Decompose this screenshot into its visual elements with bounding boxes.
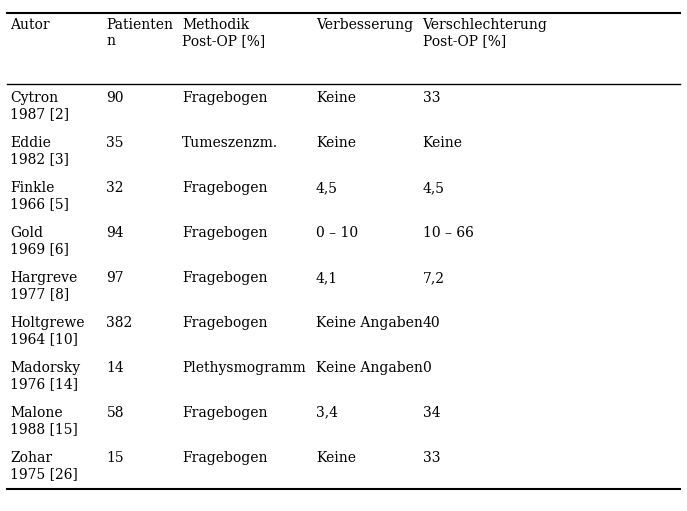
- Text: 382: 382: [106, 316, 133, 330]
- Text: Finkle
1966 [5]: Finkle 1966 [5]: [10, 181, 69, 211]
- Text: Keine Angaben: Keine Angaben: [316, 361, 423, 375]
- Text: 7,2: 7,2: [423, 271, 444, 285]
- Text: 0 – 10: 0 – 10: [316, 226, 358, 240]
- Text: Holtgrewe
1964 [10]: Holtgrewe 1964 [10]: [10, 316, 85, 346]
- Text: 4,5: 4,5: [316, 181, 338, 195]
- Text: Fragebogen: Fragebogen: [182, 91, 267, 105]
- Text: Hargreve
1977 [8]: Hargreve 1977 [8]: [10, 271, 78, 301]
- Text: 40: 40: [423, 316, 440, 330]
- Text: Malone
1988 [15]: Malone 1988 [15]: [10, 406, 78, 436]
- Text: Fragebogen: Fragebogen: [182, 451, 267, 464]
- Text: 14: 14: [106, 361, 124, 375]
- Text: 4,5: 4,5: [423, 181, 444, 195]
- Text: 10 – 66: 10 – 66: [423, 226, 473, 240]
- Text: 34: 34: [423, 406, 440, 420]
- Text: Fragebogen: Fragebogen: [182, 226, 267, 240]
- Text: Keine Angaben: Keine Angaben: [316, 316, 423, 330]
- Text: Verbesserung: Verbesserung: [316, 18, 413, 32]
- Text: 97: 97: [106, 271, 124, 285]
- Text: 15: 15: [106, 451, 124, 464]
- Text: Keine: Keine: [423, 136, 462, 150]
- Text: Keine: Keine: [316, 91, 356, 105]
- Text: 3,4: 3,4: [316, 406, 338, 420]
- Text: 94: 94: [106, 226, 124, 240]
- Text: 0: 0: [423, 361, 431, 375]
- Text: 33: 33: [423, 91, 440, 105]
- Text: 35: 35: [106, 136, 124, 150]
- Text: Zohar
1975 [26]: Zohar 1975 [26]: [10, 451, 78, 481]
- Text: Autor: Autor: [10, 18, 50, 32]
- Text: Patienten
n: Patienten n: [106, 18, 174, 48]
- Text: Methodik
Post-OP [%]: Methodik Post-OP [%]: [182, 18, 265, 48]
- Text: Keine: Keine: [316, 136, 356, 150]
- Text: Fragebogen: Fragebogen: [182, 181, 267, 195]
- Text: 58: 58: [106, 406, 124, 420]
- Text: Madorsky
1976 [14]: Madorsky 1976 [14]: [10, 361, 80, 391]
- Text: Tumeszenzm.: Tumeszenzm.: [182, 136, 278, 150]
- Text: Keine: Keine: [316, 451, 356, 464]
- Text: Verschlechterung
Post-OP [%]: Verschlechterung Post-OP [%]: [423, 18, 548, 48]
- Text: Plethysmogramm: Plethysmogramm: [182, 361, 306, 375]
- Text: Gold
1969 [6]: Gold 1969 [6]: [10, 226, 69, 256]
- Text: Cytron
1987 [2]: Cytron 1987 [2]: [10, 91, 69, 121]
- Text: 90: 90: [106, 91, 124, 105]
- Text: Fragebogen: Fragebogen: [182, 271, 267, 285]
- Text: Eddie
1982 [3]: Eddie 1982 [3]: [10, 136, 69, 166]
- Text: 32: 32: [106, 181, 124, 195]
- Text: 4,1: 4,1: [316, 271, 338, 285]
- Text: Fragebogen: Fragebogen: [182, 316, 267, 330]
- Text: 33: 33: [423, 451, 440, 464]
- Text: Fragebogen: Fragebogen: [182, 406, 267, 420]
